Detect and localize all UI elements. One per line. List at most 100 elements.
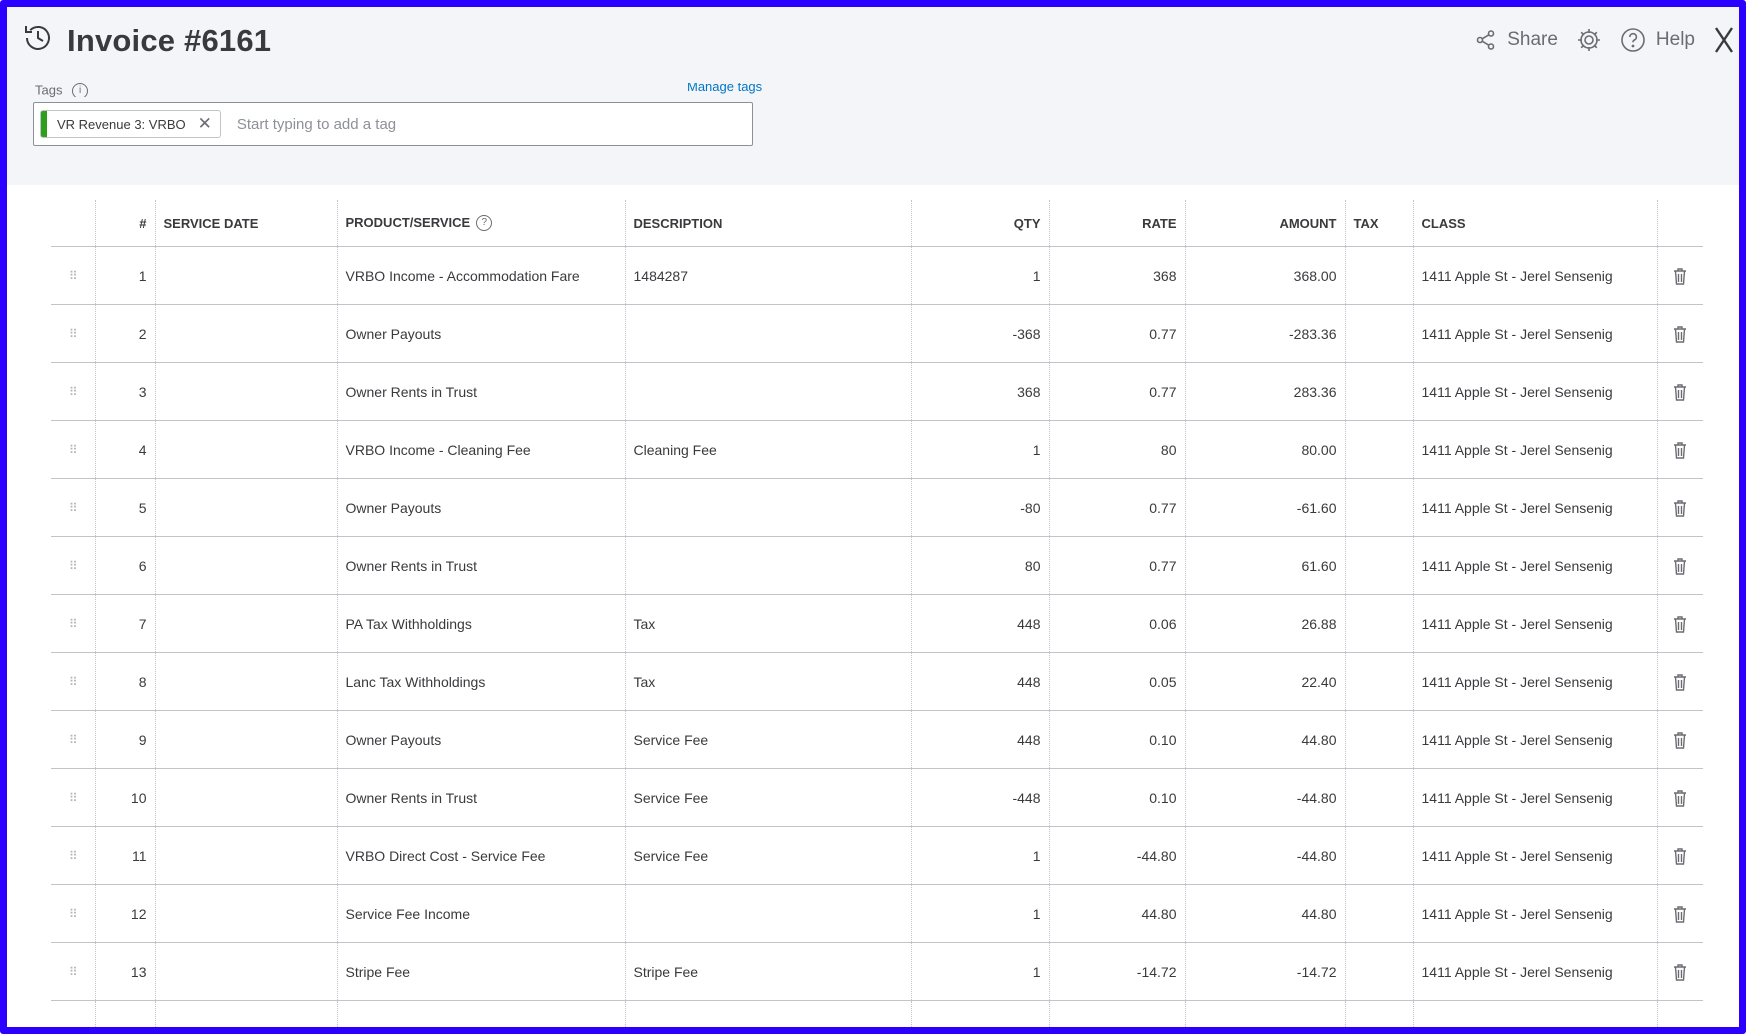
drag-handle-icon[interactable]: ⠿	[51, 942, 95, 1001]
share-button[interactable]: Share	[1475, 29, 1558, 51]
amount-cell[interactable]: 80.00	[1184, 420, 1345, 479]
table-row[interactable]: ⠿ 12 Service Fee Income 1 44.80 44.80 14…	[51, 884, 1703, 943]
delete-row-button[interactable]	[1656, 536, 1703, 595]
rate-cell[interactable]: 0.77	[1048, 362, 1185, 421]
product-cell[interactable]: PA Tax Withholdings	[336, 594, 625, 653]
amount-cell[interactable]: 22.40	[1184, 652, 1345, 711]
qty-cell[interactable]: 368	[910, 362, 1049, 421]
rate-cell[interactable]: 0.10	[1048, 768, 1185, 827]
table-row[interactable]: ⠿ 3 Owner Rents in Trust 368 0.77 283.36…	[51, 362, 1703, 421]
delete-row-button[interactable]	[1656, 884, 1703, 943]
product-cell[interactable]: Owner Rents in Trust	[336, 536, 625, 595]
rate-cell[interactable]: 0.06	[1048, 594, 1185, 653]
class-cell[interactable]: 1411 Apple St - Jerel Sensenig	[1412, 652, 1657, 711]
rate-cell[interactable]: 0.77	[1048, 536, 1185, 595]
rate-cell[interactable]: 44.80	[1048, 884, 1185, 943]
description-cell[interactable]	[624, 536, 911, 595]
tax-cell[interactable]	[1344, 536, 1413, 595]
product-cell[interactable]: VRBO Direct Cost - Service Fee	[336, 826, 625, 885]
service-date-cell[interactable]	[154, 826, 337, 885]
qty-cell[interactable]: 1	[910, 884, 1049, 943]
amount-cell[interactable]: 44.80	[1184, 710, 1345, 769]
description-cell[interactable]	[624, 304, 911, 363]
description-cell[interactable]	[624, 478, 911, 537]
description-cell[interactable]: Service Fee	[624, 768, 911, 827]
qty-cell[interactable]: -368	[910, 304, 1049, 363]
product-cell[interactable]: Owner Payouts	[336, 478, 625, 537]
tax-cell[interactable]	[1344, 362, 1413, 421]
qty-cell[interactable]: 448	[910, 594, 1049, 653]
service-date-cell[interactable]	[154, 362, 337, 421]
amount-cell[interactable]: 368.00	[1184, 246, 1345, 305]
class-cell[interactable]: 1411 Apple St - Jerel Sensenig	[1412, 478, 1657, 537]
class-cell[interactable]: 1411 Apple St - Jerel Sensenig	[1412, 942, 1657, 1001]
service-date-cell[interactable]	[154, 304, 337, 363]
product-cell[interactable]: Owner Payouts	[336, 710, 625, 769]
rate-cell[interactable]: 368	[1048, 246, 1185, 305]
description-cell[interactable]	[624, 884, 911, 943]
drag-handle-icon[interactable]: ⠿	[51, 884, 95, 943]
description-cell[interactable]: Service Fee	[624, 826, 911, 885]
service-date-cell[interactable]	[154, 884, 337, 943]
delete-row-button[interactable]	[1656, 478, 1703, 537]
delete-row-button[interactable]	[1656, 594, 1703, 653]
close-button[interactable]	[1713, 25, 1735, 55]
remove-tag-icon[interactable]: ✕	[197, 114, 212, 133]
tax-cell[interactable]	[1344, 942, 1413, 1001]
history-icon[interactable]	[21, 21, 55, 60]
qty-cell[interactable]: -448	[910, 768, 1049, 827]
service-date-cell[interactable]	[154, 478, 337, 537]
table-row[interactable]: ⠿ 7 PA Tax Withholdings Tax 448 0.06 26.…	[51, 594, 1703, 653]
product-cell[interactable]: Owner Payouts	[336, 304, 625, 363]
table-row[interactable]: ⠿ 2 Owner Payouts -368 0.77 -283.36 1411…	[51, 304, 1703, 363]
drag-handle-icon[interactable]: ⠿	[51, 304, 95, 363]
rate-cell[interactable]: -14.72	[1048, 942, 1185, 1001]
service-date-cell[interactable]	[154, 536, 337, 595]
tax-cell[interactable]	[1344, 246, 1413, 305]
delete-row-button[interactable]	[1656, 362, 1703, 421]
tax-cell[interactable]	[1344, 710, 1413, 769]
qty-cell[interactable]: 1	[910, 942, 1049, 1001]
amount-cell[interactable]: 44.80	[1184, 884, 1345, 943]
rate-cell[interactable]: 0.05	[1048, 652, 1185, 711]
table-row[interactable]: ⠿ 4 VRBO Income - Cleaning Fee Cleaning …	[51, 420, 1703, 479]
drag-handle-icon[interactable]: ⠿	[51, 420, 95, 479]
class-cell[interactable]: 1411 Apple St - Jerel Sensenig	[1412, 768, 1657, 827]
product-help-icon[interactable]: ?	[476, 215, 493, 232]
drag-handle-icon[interactable]: ⠿	[51, 710, 95, 769]
service-date-cell[interactable]	[154, 594, 337, 653]
description-cell[interactable]: 1484287	[624, 246, 911, 305]
drag-handle-icon[interactable]: ⠿	[51, 478, 95, 537]
drag-handle-icon[interactable]: ⠿	[51, 594, 95, 653]
tax-cell[interactable]	[1344, 652, 1413, 711]
tax-cell[interactable]	[1344, 478, 1413, 537]
amount-cell[interactable]: -44.80	[1184, 826, 1345, 885]
class-cell[interactable]: 1411 Apple St - Jerel Sensenig	[1412, 362, 1657, 421]
drag-handle-icon[interactable]: ⠿	[51, 536, 95, 595]
rate-cell[interactable]: 80	[1048, 420, 1185, 479]
class-cell[interactable]: 1411 Apple St - Jerel Sensenig	[1412, 594, 1657, 653]
service-date-cell[interactable]	[154, 420, 337, 479]
qty-cell[interactable]: 1	[910, 246, 1049, 305]
description-cell[interactable]: Tax	[624, 594, 911, 653]
delete-row-button[interactable]	[1656, 942, 1703, 1001]
class-cell[interactable]: 1411 Apple St - Jerel Sensenig	[1412, 884, 1657, 943]
description-cell[interactable]: Stripe Fee	[624, 942, 911, 1001]
drag-handle-icon[interactable]: ⠿	[51, 768, 95, 827]
service-date-cell[interactable]	[154, 768, 337, 827]
tax-cell[interactable]	[1344, 768, 1413, 827]
product-cell[interactable]: Lanc Tax Withholdings	[336, 652, 625, 711]
amount-cell[interactable]: -61.60	[1184, 478, 1345, 537]
qty-cell[interactable]: 448	[910, 710, 1049, 769]
tax-cell[interactable]	[1344, 826, 1413, 885]
tax-cell[interactable]	[1344, 420, 1413, 479]
amount-cell[interactable]: -44.80	[1184, 768, 1345, 827]
delete-row-button[interactable]	[1656, 652, 1703, 711]
delete-row-button[interactable]	[1656, 710, 1703, 769]
help-button[interactable]: Help	[1620, 27, 1695, 53]
amount-cell[interactable]: 61.60	[1184, 536, 1345, 595]
table-row[interactable]: ⠿ 5 Owner Payouts -80 0.77 -61.60 1411 A…	[51, 478, 1703, 537]
rate-cell[interactable]: 0.77	[1048, 304, 1185, 363]
product-cell[interactable]: Service Fee Income	[336, 884, 625, 943]
amount-cell[interactable]: 283.36	[1184, 362, 1345, 421]
